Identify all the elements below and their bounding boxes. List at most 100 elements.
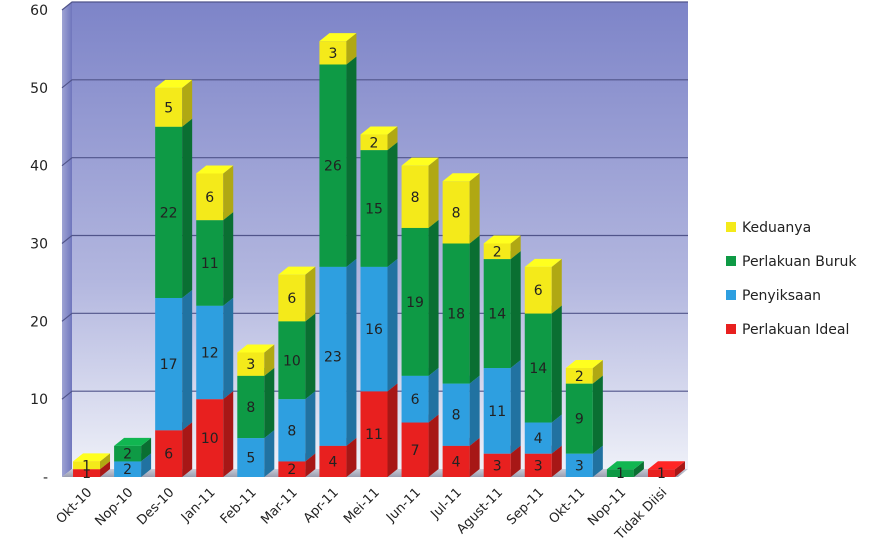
bar-side <box>100 453 111 470</box>
data-label: 17 <box>160 357 178 373</box>
bar-front <box>524 313 552 423</box>
bar-front <box>483 453 511 477</box>
x-tick-label: Des-10 <box>134 485 177 528</box>
bar-front <box>319 445 347 477</box>
bar-side <box>305 391 316 462</box>
bar-front <box>155 126 183 298</box>
y-tick-label: 40 <box>30 159 48 175</box>
x-tick-label: Okt-11 <box>546 485 588 527</box>
bar-side <box>100 461 111 477</box>
bar-front <box>360 391 388 477</box>
bar-segment: 2 <box>565 360 603 385</box>
y-axis: - 10 20 30 40 50 60 <box>30 3 48 486</box>
bar-front <box>442 243 470 384</box>
bar-segment: 2 <box>483 235 521 260</box>
data-label: 1 <box>82 466 91 482</box>
legend-item: Keduanya <box>726 220 811 236</box>
bar-segment: 8 <box>401 157 439 228</box>
data-label: 3 <box>534 458 543 474</box>
data-label: 22 <box>160 205 178 221</box>
legend-swatch <box>726 222 736 232</box>
gridline <box>61 312 688 322</box>
data-label: 1 <box>657 466 666 482</box>
data-label: 4 <box>328 454 337 470</box>
bar-front <box>237 438 265 477</box>
bar-segment: 6 <box>155 422 193 477</box>
legend: Keduanya Perlakuan Buruk Penyiksaan Perlaku… <box>726 220 857 338</box>
bar-side <box>551 445 562 477</box>
data-label: 2 <box>123 462 132 478</box>
data-label: 14 <box>529 361 547 377</box>
data-label: 19 <box>406 295 424 311</box>
bar-front <box>483 259 511 369</box>
data-label: 8 <box>246 400 255 416</box>
bar-front <box>442 383 470 446</box>
bar-side <box>469 173 480 244</box>
bar-side <box>182 422 193 477</box>
data-label: 10 <box>283 353 301 369</box>
y-tick-label: 50 <box>30 81 48 97</box>
bar-front <box>442 181 470 244</box>
bar-segment: 17 <box>155 289 193 431</box>
bar-front <box>442 445 470 477</box>
bar-side <box>141 453 152 477</box>
bar-side <box>141 437 152 462</box>
x-tick-label: Sep-11 <box>504 485 547 528</box>
bar-front <box>565 453 593 477</box>
legend-label: Keduanya <box>742 220 811 236</box>
bar-front <box>401 227 429 376</box>
bar-front <box>114 461 142 477</box>
bar-side <box>551 258 562 314</box>
data-label: 14 <box>488 307 506 323</box>
bar-side <box>510 235 521 260</box>
bar-segment: 11 <box>483 360 521 454</box>
bar-side <box>387 258 398 392</box>
legend-swatch <box>726 324 736 334</box>
bar-front <box>278 461 306 477</box>
data-label: 8 <box>452 408 461 424</box>
bar-front <box>73 461 101 470</box>
bar-side <box>510 251 521 369</box>
data-label: 6 <box>287 291 296 307</box>
bar-segment: 10 <box>196 391 234 477</box>
bar-top <box>114 437 152 446</box>
bar-segment: 8 <box>442 173 480 244</box>
bar-segment: 2 <box>114 437 152 463</box>
bars: 11 22 617225101211658328106423263111615276… <box>73 33 685 482</box>
data-label: 3 <box>493 458 502 474</box>
bar-segment: 6 <box>196 165 234 221</box>
bar-front <box>237 352 265 376</box>
bar-front <box>606 469 634 477</box>
data-label: 3 <box>575 458 584 474</box>
bar-side <box>592 360 603 384</box>
bar-side <box>223 297 234 400</box>
data-label: 23 <box>324 349 342 365</box>
bar-front <box>278 399 306 462</box>
data-label: 6 <box>534 283 543 299</box>
legend-label: Perlakuan Buruk <box>742 254 857 270</box>
data-label: 6 <box>205 190 214 206</box>
data-label: 2 <box>370 135 379 151</box>
bar-side <box>633 461 644 477</box>
data-label: 11 <box>488 404 506 420</box>
bar-segment: 14 <box>524 305 562 423</box>
bar-segment: 8 <box>442 375 480 446</box>
x-tick-label: Feb-11 <box>218 485 260 527</box>
bar-side <box>346 33 357 65</box>
data-label: 4 <box>534 431 543 447</box>
data-label: 18 <box>447 307 465 323</box>
y-tick-label: 60 <box>30 3 48 19</box>
data-label: 11 <box>365 427 383 443</box>
data-label: 6 <box>164 447 173 463</box>
gridline <box>61 234 688 244</box>
bar-segment: 2 <box>360 126 398 151</box>
bar-front <box>319 41 347 65</box>
data-label: 5 <box>164 100 173 116</box>
bar-segment: 12 <box>196 297 234 400</box>
bar-front <box>401 422 429 477</box>
data-label: 4 <box>452 454 461 470</box>
gridline <box>61 1 688 11</box>
data-label: 7 <box>411 443 420 459</box>
data-label: 2 <box>287 462 296 478</box>
